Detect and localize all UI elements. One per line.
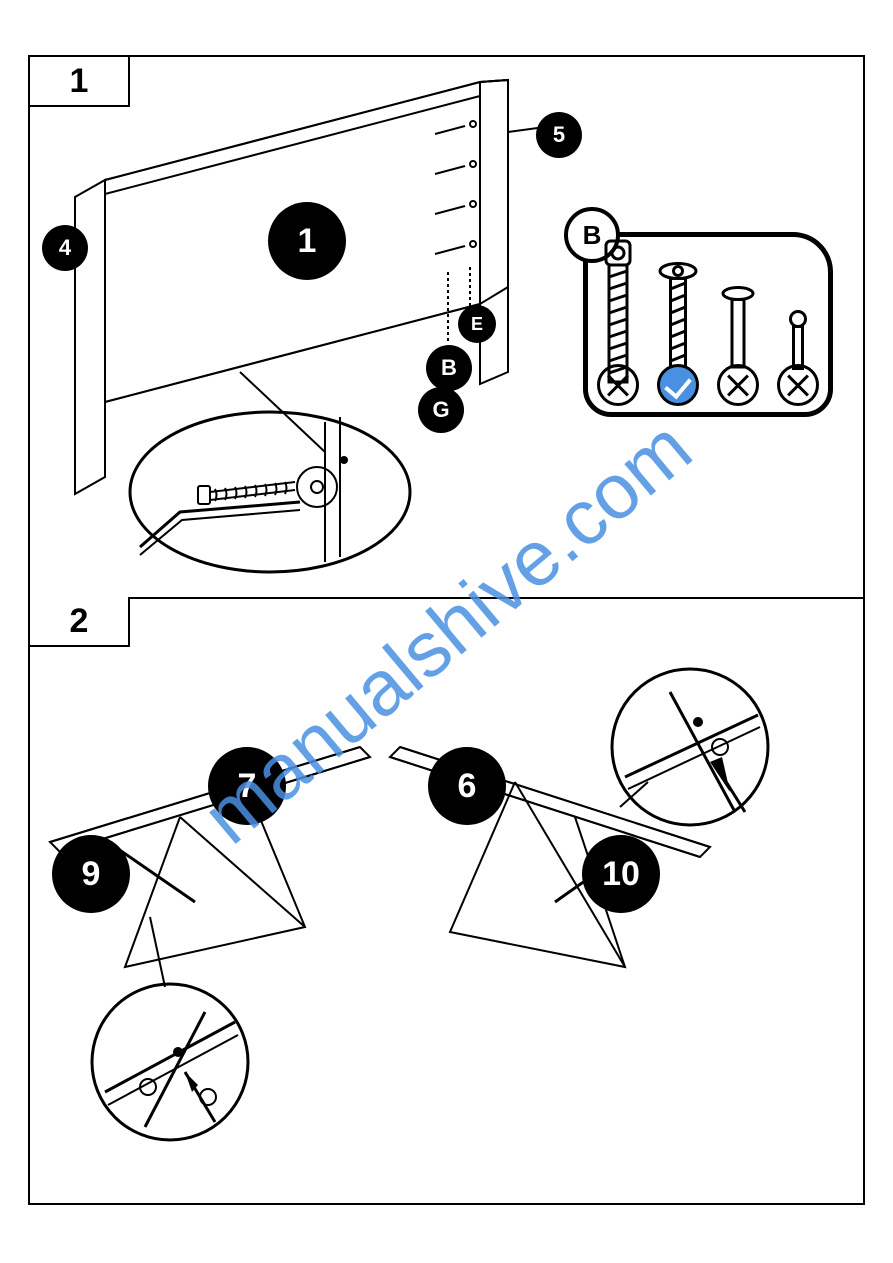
hw-col-2 [708,237,768,412]
hw-col-1 [648,237,708,412]
step2-drawing [30,617,867,1177]
hardware-select-panel: B [583,232,833,417]
hw-col-0 [588,237,648,412]
hw-mark-2-wrong-icon [717,364,759,406]
hw-mark-3-wrong-icon [777,364,819,406]
page-frame: 1 [28,55,865,1205]
label-bolt-e: E [458,305,496,343]
panel-divider [30,597,863,599]
label-left-leg: 9 [52,835,130,913]
hardware-columns [588,237,828,412]
label-left-leg: 4 [42,225,88,271]
label-hex-key: G [418,387,464,433]
label-bolt-b: B [426,345,472,391]
headboard-drawing [40,72,600,592]
label-right-rail: 6 [428,747,506,825]
label-headboard-panel: 1 [268,202,346,280]
hw-mark-0-wrong-icon [597,364,639,406]
label-left-rail: 7 [208,747,286,825]
label-right-leg: 10 [582,835,660,913]
label-right-cap: 5 [536,112,582,158]
hw-mark-1-correct-icon [657,364,699,406]
hw-col-3 [768,237,828,412]
